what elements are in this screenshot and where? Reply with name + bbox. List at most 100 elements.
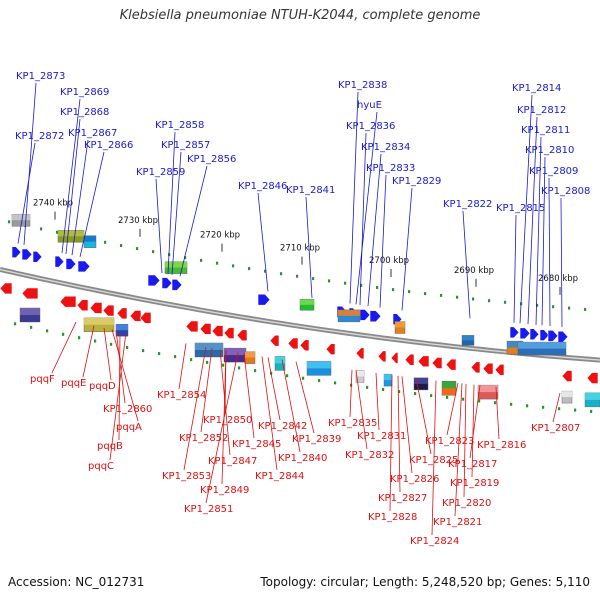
forward-gene-arrow (359, 309, 371, 321)
kbp-tick-label: 2690 kbp (454, 266, 494, 276)
track-dot (536, 303, 539, 307)
reverse-gene-arrow (211, 325, 224, 337)
reverse-gene-arrow (21, 287, 39, 300)
bottom-gene-label: KP1_2854 (157, 390, 206, 401)
top-gene-label: KP1_2829 (392, 176, 441, 187)
track-lines (0, 267, 600, 363)
forward-gene-arrow (509, 326, 520, 339)
top-gene-label: KP1_2822 (443, 199, 492, 210)
top-label-leader (355, 111, 378, 305)
track-ticks: 2740 kbp 2730 kbp 2720 kbp 2710 kbp 2700 kbp… (8, 199, 593, 413)
top-gene-label: KP1_2811 (521, 125, 570, 136)
top-gene-label: KP1_2872 (15, 131, 64, 142)
top-label-leader (379, 174, 387, 308)
kbp-tick-label: 2730 kbp (118, 216, 158, 226)
track-dot (366, 385, 369, 389)
track-dot (30, 325, 33, 329)
track-dot (222, 363, 225, 367)
bottom-gene-label: KP1_2849 (200, 485, 249, 496)
kbp-tick-label: 2700 kbp (369, 256, 409, 266)
forward-gene-arrow (519, 327, 531, 340)
domain-box-highlight (195, 343, 223, 350)
reverse-gene-arrow (494, 364, 505, 376)
reverse-gene-arrow (404, 353, 415, 366)
top-label-leader (462, 210, 471, 319)
gene-features (0, 246, 599, 384)
top-label-leader (305, 196, 313, 299)
reverse-gene-arrow (0, 282, 13, 295)
bottom-gene-label: KP1_2850 (203, 415, 252, 426)
reverse-gene-arrow (390, 352, 399, 364)
track-dot (504, 300, 507, 304)
track-dot (14, 322, 17, 326)
bottom-gene-label: KP1_2860 (103, 404, 152, 415)
forward-gene-arrow (369, 310, 382, 323)
bottom-gene-label: KP1_2826 (390, 474, 439, 485)
top-gene-label: KP1_2868 (60, 107, 109, 118)
bottom-label-leader (471, 384, 475, 478)
track-dot (398, 390, 401, 394)
track-dot (456, 295, 459, 299)
bottom-gene-label: KP1_2816 (477, 440, 526, 451)
bottom-label-leader (446, 382, 459, 436)
domain-box-highlight (84, 317, 114, 325)
top-gene-label: KP1_2815 (496, 203, 545, 214)
bottom-gene-label: KP1_2847 (208, 456, 257, 467)
top-gene-label: KP1_2833 (366, 163, 415, 174)
track-dot (158, 352, 161, 356)
track-dot (62, 332, 65, 336)
domain-box-highlight (518, 342, 566, 349)
bottom-label-leader (281, 359, 301, 453)
forward-gene-arrow (557, 330, 569, 343)
bottom-gene-label: KP1_2828 (368, 512, 417, 523)
domain-boxes (11, 213, 600, 408)
domain-box-highlight (84, 235, 96, 242)
bottom-gene-label: pqqA (116, 422, 142, 433)
reverse-gene-arrow (325, 343, 336, 355)
track-dot (312, 277, 315, 281)
track-dot (334, 381, 337, 385)
domain-box-highlight (395, 321, 405, 328)
domain-box-highlight (300, 299, 314, 305)
track-dot (110, 342, 113, 346)
bottom-label-leader (115, 330, 126, 404)
reverse-gene-arrow (76, 299, 89, 312)
track-dot (376, 286, 379, 289)
reverse-gene-arrow (431, 357, 443, 369)
forward-gene-arrow (539, 329, 550, 341)
reverse-gene-arrow (116, 307, 128, 320)
bottom-gene-label: KP1_2835 (328, 418, 377, 429)
reverse-gene-arrow (445, 358, 457, 371)
bottom-gene-label: KP1_2851 (184, 504, 233, 515)
top-gene-label: KP1_2841 (286, 185, 335, 196)
genome-axis-highlight (0, 268, 600, 361)
top-label-leader (527, 116, 538, 325)
domain-box-highlight (307, 361, 331, 369)
track-dot (152, 250, 155, 254)
domain-box-highlight (20, 308, 40, 315)
top-label-leader (513, 214, 517, 323)
forward-gene-arrow (77, 260, 91, 273)
kbp-tick-label: 2680 kbp (538, 274, 578, 284)
bottom-gene-label: KP1_2831 (357, 431, 406, 442)
track-dot (360, 283, 363, 287)
bottom-label-leader (375, 373, 380, 431)
bottom-gene-label: KP1_2827 (378, 493, 427, 504)
top-label-leader (560, 197, 563, 328)
top-gene-label: hyuE (357, 100, 382, 111)
forward-gene-arrow (54, 255, 65, 268)
top-label-leader (548, 177, 551, 327)
domain-box-highlight (585, 392, 600, 400)
track-dot (542, 405, 545, 409)
top-gene-label: KP1_2859 (136, 167, 185, 178)
domain-box-highlight (414, 377, 428, 384)
bottom-label-leader (243, 353, 255, 439)
bottom-label-leader (349, 369, 353, 418)
kbp-tick-label: 2720 kbp (200, 231, 240, 241)
track-dot (78, 336, 81, 340)
bottom-label-leader (200, 347, 213, 433)
top-gene-label: KP1_2856 (187, 154, 236, 165)
top-gene-label: KP1_2846 (238, 181, 287, 192)
